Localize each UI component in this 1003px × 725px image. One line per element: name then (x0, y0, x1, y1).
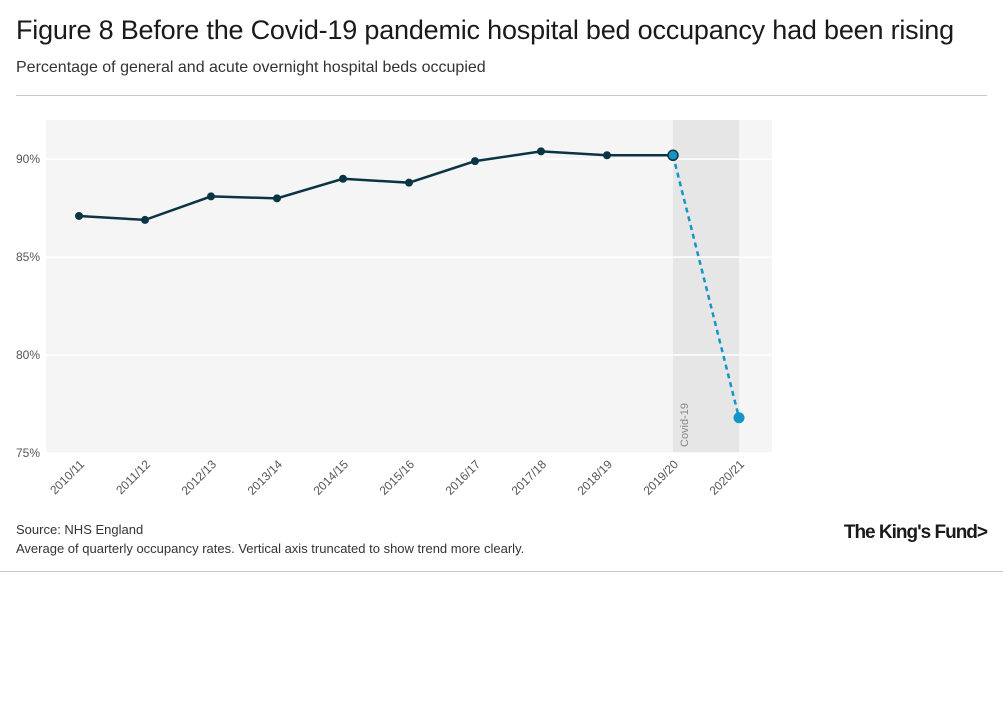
line-chart: 75% 80% 85% 90% 2010/11 2011/12 2012/13 2013/14… (16, 120, 772, 498)
chart-subtitle: Percentage of general and acute overnigh… (16, 59, 486, 76)
y-tick-label: 80% (16, 348, 40, 362)
data-point (141, 215, 149, 224)
x-tick-label: 2018/19 (575, 457, 616, 498)
top-divider (16, 95, 987, 96)
data-point (405, 178, 413, 187)
data-point (471, 157, 479, 166)
data-point (603, 151, 611, 160)
x-tick-label: 2011/12 (113, 457, 153, 497)
data-point (273, 194, 281, 203)
series-line (78, 150, 673, 222)
data-point (75, 211, 83, 220)
y-tick-label: 85% (16, 250, 40, 264)
data-point (667, 149, 679, 162)
covid-annotation-label: Covid-19 (679, 403, 691, 447)
y-tick-label: 90% (16, 152, 40, 166)
x-tick-label: 2019/20 (641, 457, 682, 498)
chart-title: Figure 8 Before the Covid-19 pandemic ho… (16, 15, 954, 45)
plot-area (46, 120, 772, 453)
projection-line (671, 154, 741, 419)
x-tick-label: 2012/13 (179, 457, 220, 498)
footnote: Average of quarterly occupancy rates. Ve… (16, 541, 525, 556)
data-point (207, 192, 215, 201)
y-tick-label: 75% (16, 446, 40, 460)
source-note: Source: NHS England (16, 522, 144, 537)
x-tick-label: 2017/18 (509, 457, 550, 498)
data-point (733, 412, 745, 424)
chart-footer: Source: NHS England Average of quarterly… (16, 520, 524, 558)
bottom-divider (0, 571, 1003, 572)
x-tick-label: 2016/17 (443, 457, 484, 498)
x-tick-label: 2020/21 (707, 457, 748, 498)
x-tick-label: 2010/11 (47, 457, 87, 497)
x-tick-label: 2015/16 (377, 457, 418, 498)
x-tick-label: 2013/14 (245, 457, 286, 498)
x-tick-label: 2014/15 (311, 457, 352, 498)
kings-fund-logo: The King's Fund> (843, 522, 988, 543)
data-point (339, 174, 347, 183)
data-point (537, 147, 545, 156)
